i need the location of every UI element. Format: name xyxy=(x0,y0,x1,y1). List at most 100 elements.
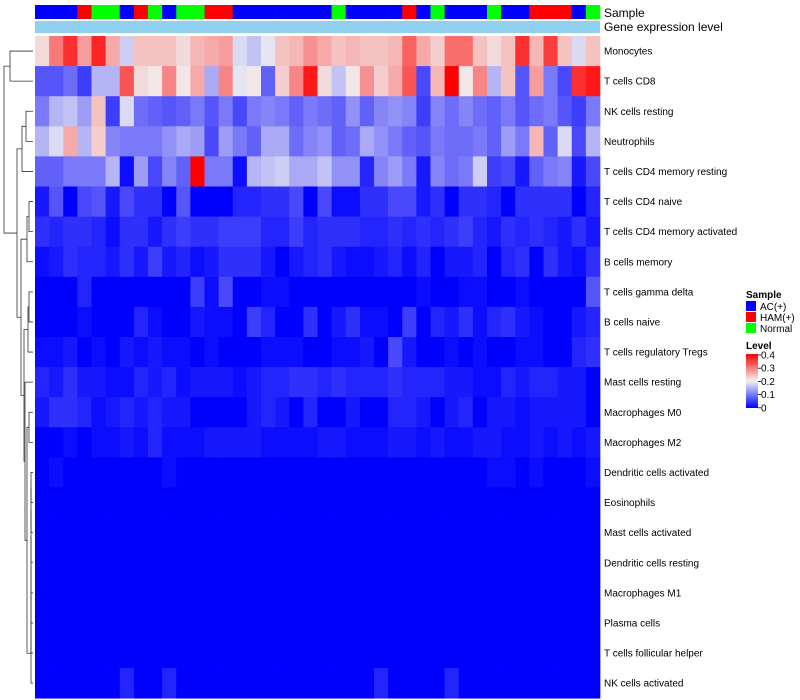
heatmap-cell xyxy=(63,337,78,368)
heatmap-cell xyxy=(190,306,205,338)
heatmap-cell xyxy=(190,216,205,248)
heatmap-cell xyxy=(63,216,78,248)
heatmap-cell xyxy=(430,66,445,97)
heatmap-cell xyxy=(430,397,445,428)
heatmap-cell xyxy=(261,577,276,609)
heatmap-cell xyxy=(317,577,332,609)
heatmap-cell xyxy=(289,367,304,398)
heatmap-cell xyxy=(416,216,431,248)
heatmap-cell xyxy=(261,487,276,518)
heatmap-cell xyxy=(402,487,417,518)
heatmap-cell xyxy=(345,36,361,67)
heatmap-cell xyxy=(571,668,587,699)
heatmap-cell xyxy=(402,216,417,248)
heatmap-cell xyxy=(402,126,417,157)
heatmap-cell xyxy=(218,246,234,278)
heatmap-cell xyxy=(275,577,290,609)
heatmap-cell xyxy=(331,487,347,518)
heatmap-cell xyxy=(204,457,219,488)
heatmap-cell xyxy=(571,457,587,488)
heatmap-cell xyxy=(472,186,488,217)
heatmap-cell xyxy=(133,156,149,187)
sample-cell xyxy=(289,5,304,19)
heatmap-cell xyxy=(35,668,50,699)
heatmap-cell xyxy=(204,66,219,97)
heatmap-cell xyxy=(148,397,163,428)
heatmap-cell xyxy=(148,337,163,368)
heatmap-cell xyxy=(119,216,135,248)
heatmap-cell xyxy=(105,96,121,127)
heatmap-cell xyxy=(176,96,191,127)
level-tick-label: 0.1 xyxy=(761,390,775,401)
heatmap-cell xyxy=(515,337,530,368)
heatmap-cell xyxy=(246,66,262,97)
heatmap-cell xyxy=(487,216,502,248)
heatmap-cell xyxy=(218,517,234,549)
sample-legend-label: HAM(+) xyxy=(760,313,795,324)
heatmap-cell xyxy=(77,547,92,579)
heatmap-cell xyxy=(458,246,474,278)
heatmap-cell xyxy=(416,457,431,488)
heatmap-cell xyxy=(571,306,587,338)
heatmap-cell xyxy=(176,66,191,97)
heatmap-cell xyxy=(246,126,262,157)
heatmap-cell xyxy=(77,457,92,488)
heatmap-cell xyxy=(35,367,50,398)
heatmap-cell xyxy=(571,517,587,549)
heatmap-cell xyxy=(557,638,573,669)
heatmap-cell xyxy=(105,126,121,157)
heatmap-cell xyxy=(119,66,135,97)
heatmap-cell xyxy=(133,216,149,248)
heatmap-cell xyxy=(232,668,248,699)
heatmap-cell xyxy=(501,457,516,488)
heatmap-cell xyxy=(35,638,50,669)
heatmap-cell xyxy=(218,276,234,308)
sample-cell xyxy=(246,5,262,19)
heatmap-cell xyxy=(218,668,234,699)
heatmap-cell xyxy=(275,487,290,518)
level-legend-ticks: 0.4 0.3 0.2 0.1 0 xyxy=(758,351,775,414)
heatmap-cell xyxy=(585,607,601,639)
heatmap-cell xyxy=(91,397,106,428)
heatmap-cell xyxy=(261,337,276,368)
heatmap-cell xyxy=(388,427,403,458)
heatmap-cell xyxy=(331,607,347,639)
heatmap-cell xyxy=(472,457,488,488)
heatmap-cell xyxy=(148,186,163,217)
heatmap-cell xyxy=(232,276,248,308)
sample-cell xyxy=(190,5,205,19)
heatmap-cell xyxy=(204,427,219,458)
heatmap-cell xyxy=(317,517,332,549)
heatmap-cell xyxy=(487,186,502,217)
heatmap-cell xyxy=(430,306,445,338)
heatmap-cell xyxy=(91,517,106,549)
level-tick-label: 0 xyxy=(761,403,767,414)
gene-expression-track-label: Gene expression level xyxy=(604,20,723,34)
heatmap-cell xyxy=(515,246,530,278)
heatmap-cell xyxy=(515,577,530,609)
heatmap-cell xyxy=(374,126,389,157)
heatmap-cell xyxy=(487,668,502,699)
heatmap-cell xyxy=(430,216,445,248)
heatmap-cell xyxy=(472,337,488,368)
heatmap-cell xyxy=(388,547,403,579)
heatmap-cell xyxy=(416,427,431,458)
heatmap-cell xyxy=(585,547,601,579)
heatmap-cell xyxy=(246,547,262,579)
sample-cell xyxy=(571,5,587,19)
heatmap-cell xyxy=(529,126,544,157)
heatmap-cell xyxy=(345,276,361,308)
heatmap-cell xyxy=(162,337,177,368)
heatmap-cell xyxy=(162,246,177,278)
sample-cell xyxy=(472,5,488,19)
heatmap-cell xyxy=(402,66,417,97)
heatmap-cell xyxy=(246,487,262,518)
sample-annotation-track xyxy=(35,5,601,19)
heatmap-cell xyxy=(374,607,389,639)
heatmap-cell xyxy=(190,156,205,187)
heatmap-cell xyxy=(317,367,332,398)
heatmap-cell xyxy=(119,457,135,488)
sample-cell xyxy=(402,5,417,19)
row-label: Macrophages M2 xyxy=(604,438,682,449)
heatmap-cell xyxy=(543,427,558,458)
